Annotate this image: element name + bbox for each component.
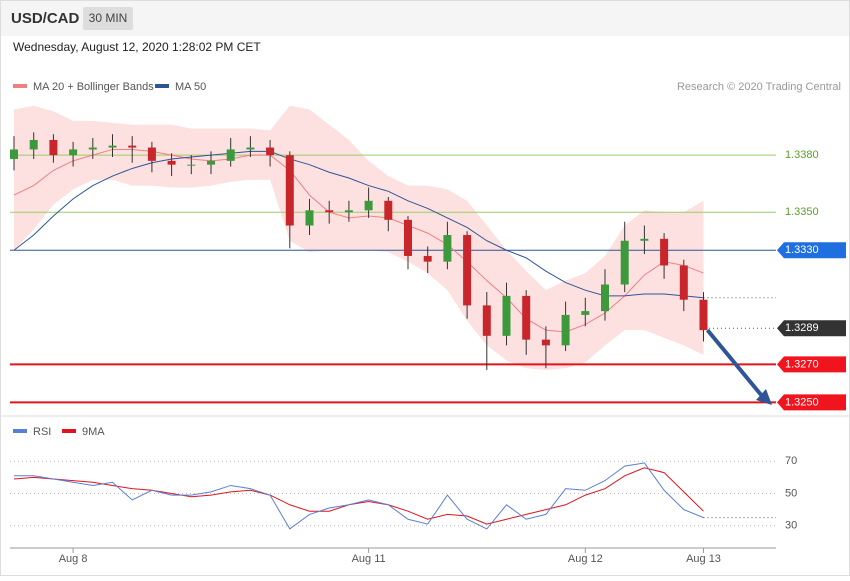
legend-swatch xyxy=(62,429,76,433)
rsi-tick-label: 70 xyxy=(785,455,797,467)
candle-body xyxy=(128,145,137,148)
candle-body xyxy=(88,147,97,150)
forecast-arrowhead xyxy=(756,389,772,405)
candle-body xyxy=(285,155,294,226)
candle-body xyxy=(660,238,669,266)
legend-swatch xyxy=(13,84,27,88)
datetime: Wednesday, August 12, 2020 1:28:02 PM CE… xyxy=(13,40,261,54)
ma20-line xyxy=(13,148,704,333)
legend-label: MA 20 + Bollinger Bands xyxy=(33,81,154,93)
symbol: USD/CAD xyxy=(11,10,80,27)
price-tag xyxy=(777,320,846,337)
candle-body xyxy=(344,210,353,213)
candle-body xyxy=(640,238,649,241)
x-tick-label: Aug 8 xyxy=(59,553,88,565)
candle-body xyxy=(423,255,432,262)
rsi-tick-label: 30 xyxy=(785,520,797,532)
legend-swatch xyxy=(13,429,27,433)
candle-body xyxy=(482,305,491,336)
candle-body xyxy=(29,139,38,150)
candle-body xyxy=(69,149,78,156)
candle-body xyxy=(305,210,314,226)
candle-body xyxy=(679,265,688,300)
x-tick-label: Aug 11 xyxy=(352,553,386,565)
candle-body xyxy=(443,235,452,262)
rsi-tick-label: 50 xyxy=(785,487,797,499)
bollinger-band xyxy=(14,105,704,371)
candle-body xyxy=(384,200,393,220)
timeframe-badge xyxy=(83,7,133,30)
credit: Research © 2020 Trading Central xyxy=(677,81,841,93)
rsi-ma-line xyxy=(13,467,704,525)
candle-body xyxy=(325,210,334,213)
header-bar xyxy=(1,1,849,36)
candle-body xyxy=(502,295,511,336)
forecast-arrow xyxy=(705,328,764,398)
price-tag xyxy=(777,242,846,259)
candle-body xyxy=(226,149,235,161)
level-label: 1.3380 xyxy=(785,149,819,161)
candle-body xyxy=(49,139,58,156)
candle-body xyxy=(404,219,412,256)
candle-body xyxy=(246,147,255,150)
candle-body xyxy=(601,284,609,312)
candle-body xyxy=(108,145,117,148)
legend-label: 9MA xyxy=(82,426,105,438)
candle-body xyxy=(541,339,550,346)
level-label: 1.3289 xyxy=(785,322,819,334)
level-label: 1.3270 xyxy=(785,358,819,370)
plot: 1.3380 1.3350 1.3330 1.3289 1.3270 1.3250 70 50… xyxy=(10,105,846,565)
level-label: 1.3250 xyxy=(785,396,819,408)
legend-label: RSI xyxy=(33,426,51,438)
x-tick-label: Aug 12 xyxy=(568,553,603,565)
candle-body xyxy=(167,160,176,165)
candle-body xyxy=(699,299,708,331)
candle-body xyxy=(187,164,196,166)
legend-label: MA 50 xyxy=(175,81,206,93)
candle-body xyxy=(581,311,590,315)
timeframe: 30 MIN xyxy=(89,11,128,25)
candle-body xyxy=(266,147,275,156)
level-label: 1.3350 xyxy=(785,206,819,218)
legend-swatch xyxy=(155,84,169,88)
ma50-line xyxy=(13,150,704,299)
price-tag xyxy=(777,394,846,411)
rsi-line xyxy=(14,462,704,530)
candle-body xyxy=(10,149,18,159)
candle-body xyxy=(522,295,531,340)
candle-body xyxy=(207,160,215,165)
candle-body xyxy=(147,147,156,161)
price-tag xyxy=(777,356,846,373)
level-label: 1.3330 xyxy=(785,244,819,256)
candle-body xyxy=(561,314,570,346)
candle-body xyxy=(463,235,472,306)
candle-body xyxy=(364,200,373,211)
candle-body xyxy=(620,240,629,285)
x-tick-label: Aug 13 xyxy=(686,553,721,565)
